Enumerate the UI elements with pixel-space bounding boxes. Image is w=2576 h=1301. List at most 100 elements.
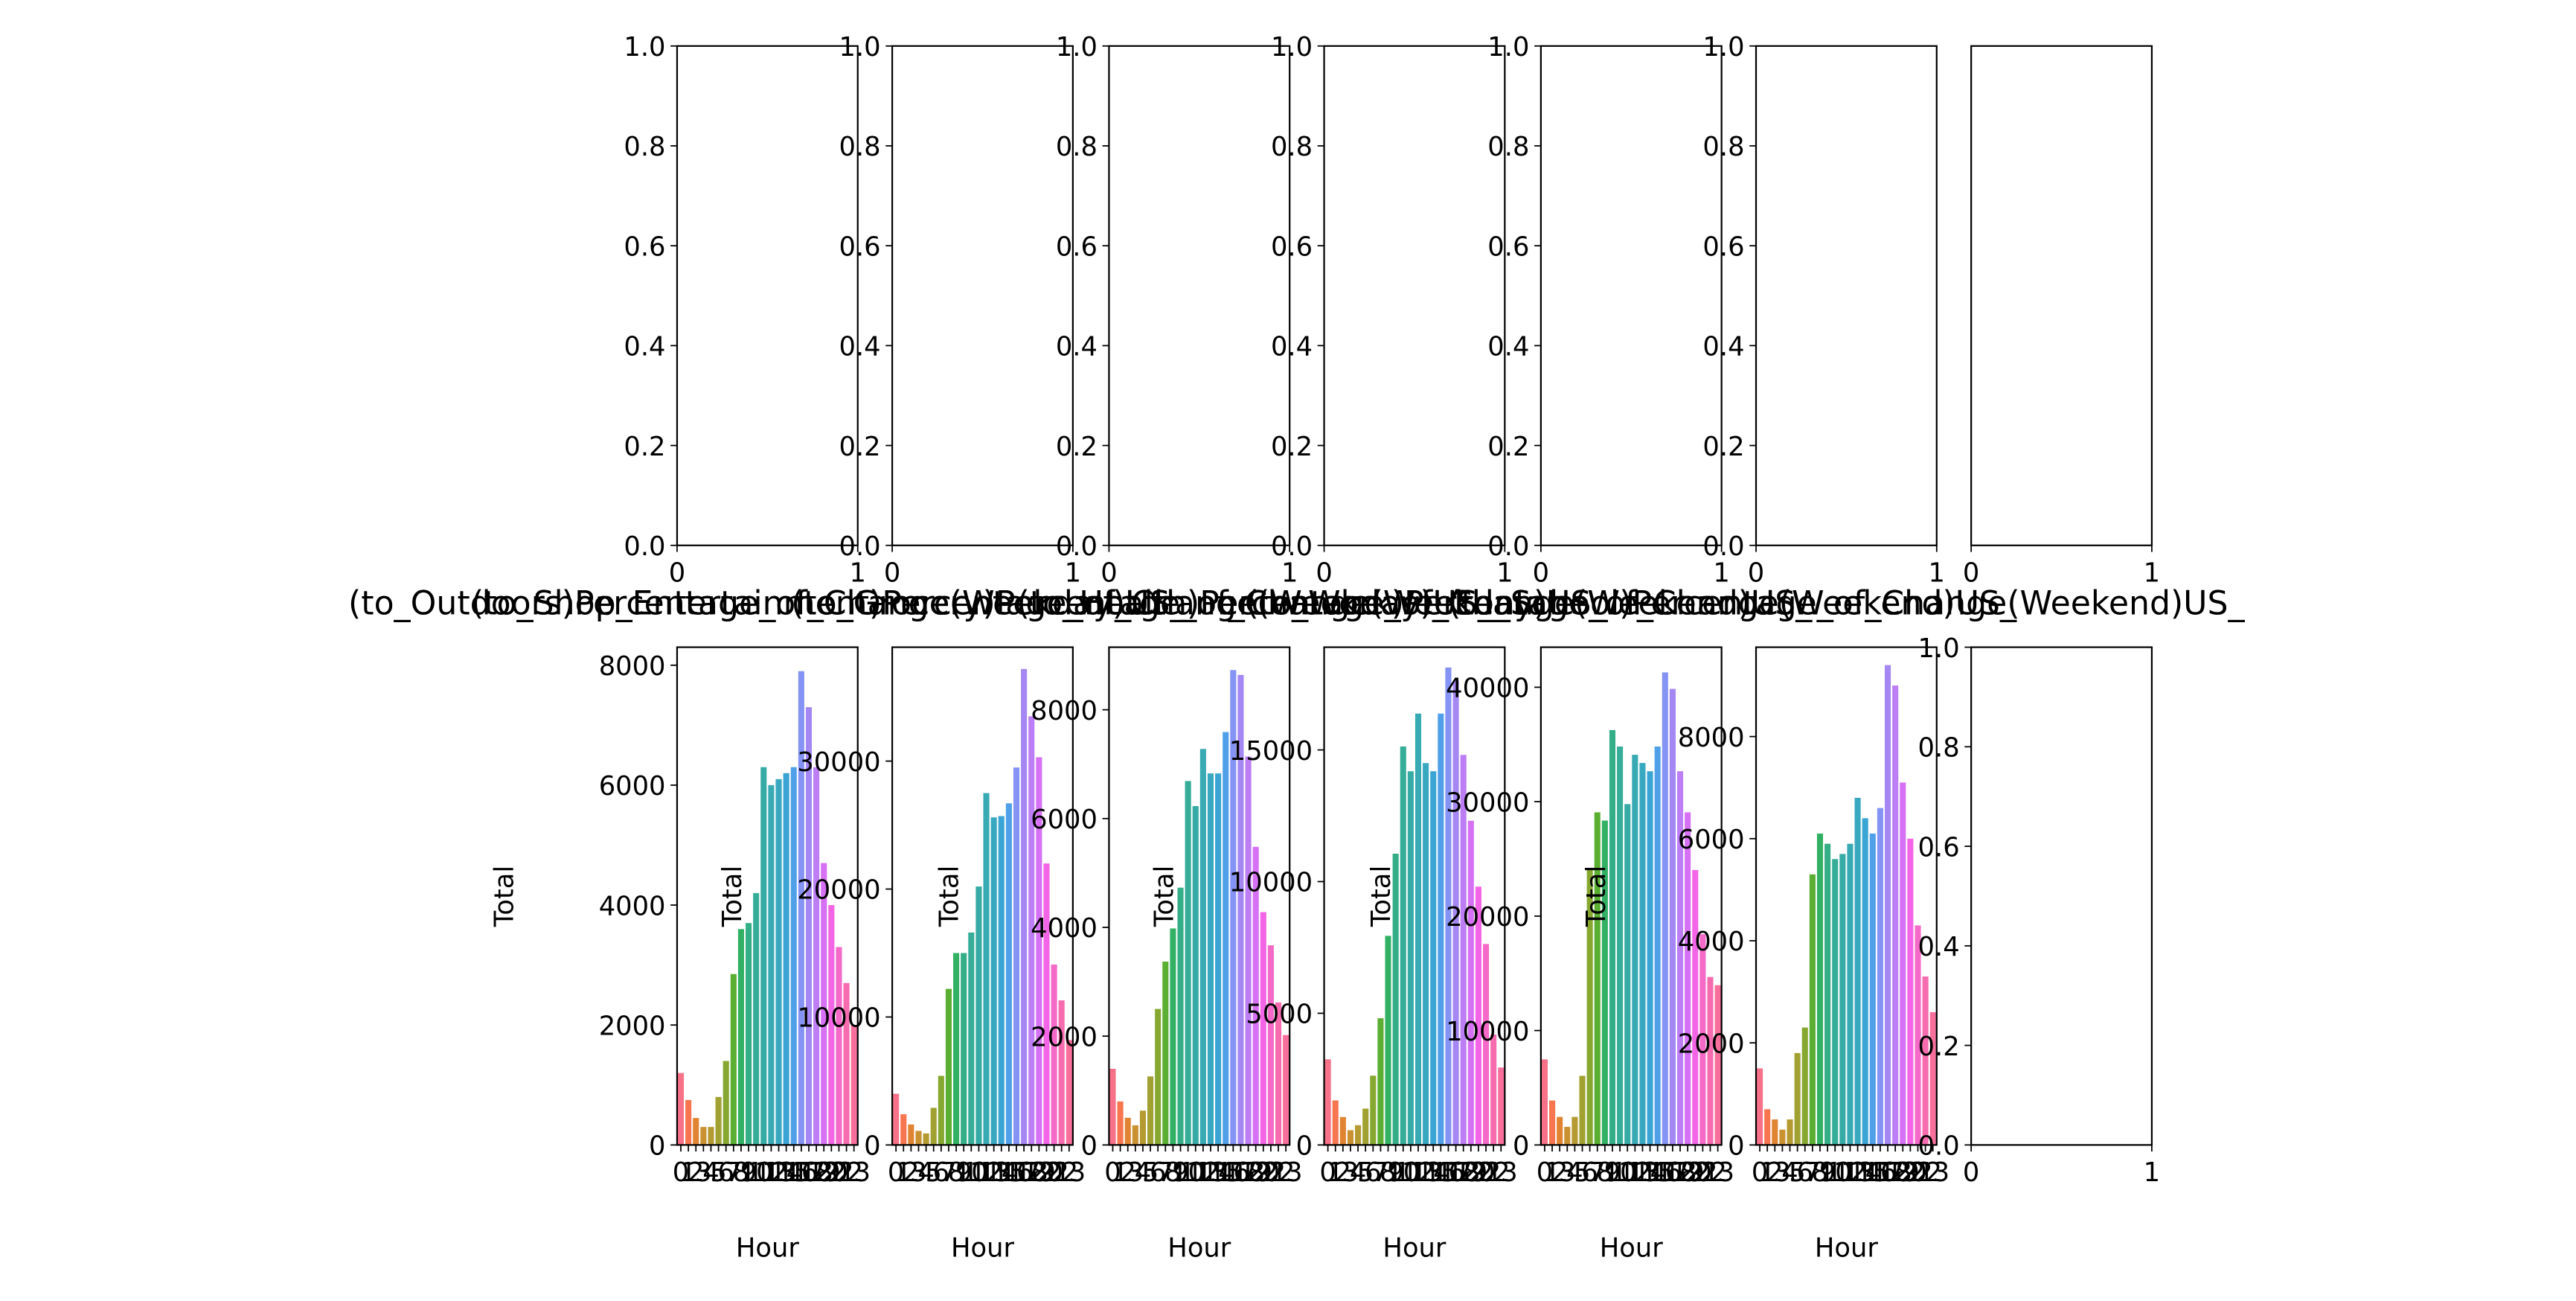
bar (1772, 1119, 1778, 1145)
x-tick-label: 3 (1559, 1157, 1575, 1188)
bar (805, 707, 813, 1145)
bar (1028, 716, 1035, 1145)
y-axis-label: Total (717, 866, 748, 927)
x-tick-label: 5 (1357, 1157, 1374, 1188)
bar (1445, 667, 1452, 1145)
y-tick-label: 0 (864, 1131, 880, 1162)
y-tick-label: 30000 (1446, 787, 1529, 818)
y-tick-label: 0.2 (839, 432, 881, 462)
bar (1824, 843, 1831, 1145)
x-tick-label: 0 (1963, 557, 1979, 588)
bar (1764, 1109, 1771, 1145)
y-tick-label: 15000 (1229, 736, 1313, 767)
x-tick-label: 10 (1171, 1157, 1205, 1188)
x-tick-label: 11 (1394, 1157, 1427, 1188)
x-tick-label: 13 (762, 1157, 795, 1188)
bar (1586, 869, 1593, 1145)
bar (1155, 1008, 1162, 1145)
axes-frame (1970, 45, 2153, 546)
y-tick-label: 1.0 (1487, 32, 1529, 63)
bar (1869, 833, 1876, 1145)
bar (723, 1061, 729, 1145)
bar (1139, 1110, 1146, 1145)
bar (1223, 732, 1229, 1145)
x-tick-label: 4 (1566, 1157, 1583, 1188)
bar (737, 929, 744, 1145)
bar (1430, 771, 1437, 1145)
x-tick-label: 19 (1886, 1157, 1920, 1188)
subplot-title: (to_Grocery)Percentage_of_Change(Weekday… (791, 584, 1608, 622)
x-tick-label: 8 (1812, 1157, 1828, 1188)
y-axis-label: Total (1581, 866, 1612, 927)
bar (1452, 680, 1459, 1145)
bar (1162, 962, 1169, 1145)
y-tick-label: 20000 (797, 875, 880, 906)
bar (685, 1099, 692, 1145)
x-tick-label: 5 (1789, 1157, 1805, 1188)
x-tick-label: 17 (1871, 1157, 1905, 1188)
bar (1252, 846, 1259, 1145)
bar (1557, 1116, 1563, 1145)
bar (1787, 1119, 1793, 1145)
bar (1757, 1068, 1763, 1145)
x-tick-label: 22 (1477, 1157, 1510, 1188)
y-tick-label: 0.6 (1056, 231, 1098, 262)
bar (1884, 665, 1891, 1145)
x-tick-label: 23 (1484, 1157, 1518, 1188)
x-axis-label: Hour (951, 1233, 1015, 1263)
x-tick-label: 9 (955, 1157, 972, 1188)
bar (1832, 859, 1839, 1145)
x-tick-label: 6 (1797, 1157, 1813, 1188)
y-tick-label: 10000 (797, 1003, 880, 1034)
bar (1170, 928, 1176, 1145)
bar (693, 1118, 699, 1145)
x-tick-label: 20 (1030, 1157, 1063, 1188)
y-tick-label: 0.0 (1702, 531, 1744, 562)
y-tick-label: 0 (1728, 1131, 1744, 1162)
x-tick-label: 21 (1037, 1157, 1071, 1188)
bar (1013, 767, 1020, 1145)
x-tick-label: 3 (695, 1157, 711, 1188)
x-tick-label: 22 (1909, 1157, 1942, 1188)
bar (1609, 729, 1616, 1145)
bar (1347, 1130, 1354, 1145)
axes-frame (891, 45, 1074, 546)
x-tick-label: 4 (1135, 1157, 1151, 1188)
x-tick-label: 1 (1713, 557, 1729, 588)
bar (1043, 863, 1050, 1145)
x-tick-label: 17 (1007, 1157, 1041, 1188)
y-tick-label: 0.0 (624, 531, 665, 562)
y-axis-label: Total (489, 866, 519, 927)
x-tick-label: 16 (1217, 1157, 1250, 1188)
bar (1199, 749, 1206, 1145)
y-tick-label: 6000 (599, 771, 666, 802)
bar (1892, 685, 1899, 1145)
axes-frame (676, 45, 859, 546)
bar (1460, 755, 1467, 1145)
x-tick-label: 13 (1194, 1157, 1228, 1188)
bar (1005, 803, 1012, 1145)
x-tick-label: 0 (1752, 1157, 1768, 1188)
x-tick-label: 1 (850, 557, 866, 588)
x-tick-label: 4 (917, 1157, 934, 1188)
x-tick-label: 12 (1402, 1157, 1435, 1188)
bar (1907, 838, 1914, 1145)
y-tick-label: 0.4 (1918, 932, 1960, 962)
x-tick-label: 16 (1432, 1157, 1465, 1188)
bar (1260, 912, 1266, 1145)
x-tick-label: 23 (1701, 1157, 1734, 1188)
x-tick-label: 16 (1648, 1157, 1682, 1188)
x-axis-label: Hour (1815, 1233, 1879, 1263)
x-tick-label: 0 (1316, 557, 1332, 588)
x-tick-label: 10 (1603, 1157, 1637, 1188)
y-tick-label: 0.4 (1487, 332, 1529, 362)
x-axis-label: Hour (1167, 1233, 1231, 1263)
bar (1779, 1129, 1786, 1145)
x-tick-label: 19 (1671, 1157, 1705, 1188)
x-tick-label: 0 (1748, 557, 1764, 588)
x-tick-label: 1 (2144, 557, 2160, 588)
x-tick-label: 21 (1254, 1157, 1287, 1188)
bar (945, 988, 952, 1145)
axes-frame (676, 646, 859, 1146)
